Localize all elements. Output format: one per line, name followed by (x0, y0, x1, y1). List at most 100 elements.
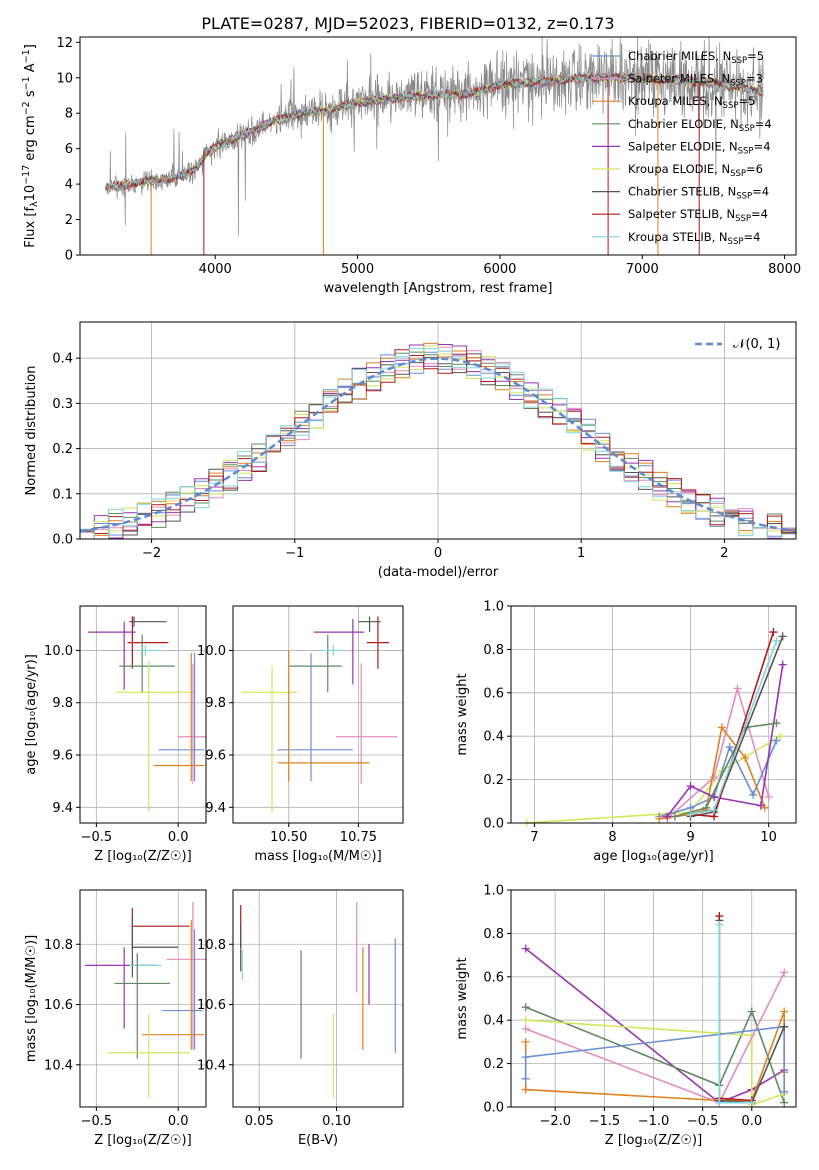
legend-entry: Salpeter ELODIE, NSSP=4 (628, 139, 771, 156)
legend-entry-part: Chabrier ELODIE, N (628, 117, 739, 131)
x-tick-label: 2 (720, 546, 728, 561)
y-axis-label-part: A (23, 63, 38, 76)
mass-weight-point (756, 801, 765, 810)
mass-weight-point (747, 1098, 756, 1107)
x-tick-label: 0.0 (741, 1114, 762, 1129)
y-tick-label: 9.8 (205, 696, 226, 711)
y-tick-label: 1.0 (483, 600, 504, 615)
axes-frame (510, 605, 797, 824)
mass-weight-point (686, 782, 695, 791)
mass-weight-point (670, 812, 679, 821)
y-axis-label: mass weight (455, 673, 470, 755)
mass-weight-point (725, 743, 734, 752)
model-spectrum-line (105, 71, 764, 191)
axes-frame (79, 605, 207, 824)
mass-weight-point (717, 723, 726, 732)
spectrum-panel: 4000 5000 6000 7000 8000 0 2 4 6 8 10 12 wavelength … (21, 14, 801, 296)
axes-frame (232, 889, 404, 1108)
legend-entry-part: =4 (754, 139, 771, 153)
y-tick-label: 10.4 (197, 1058, 226, 1073)
mass-weight-point (780, 968, 789, 977)
legend-entry: 𝒩(0, 1) (733, 337, 780, 352)
y-tick-label: 1.0 (483, 884, 504, 899)
y-tick-label: 10 (56, 71, 73, 86)
mass-weight-line (690, 631, 775, 818)
x-axis-label: (data-model)/error (378, 565, 499, 580)
x-axis-label: Z [log₁₀(Z/Z☉)] (605, 1133, 702, 1148)
legend-entry-part: =6 (746, 162, 763, 176)
mass-weight-point (521, 944, 530, 953)
mass-weight-point (747, 1007, 756, 1016)
x-tick-label: 0 (434, 546, 442, 561)
weight-vs-metallicity-panel: −2.0 −1.5 −1.0 −0.5 0.0 0.0 0.2 0.4 0.6 0.8 1.0 Z [… (455, 884, 797, 1148)
x-tick-label: −0.5 (81, 830, 113, 845)
y-axis-label: mass weight (455, 957, 470, 1039)
legend-entry-part: Salpeter ELODIE, N (628, 139, 738, 153)
mass-weight-line (525, 972, 785, 1104)
y-tick-label: 0.2 (52, 442, 73, 457)
legend-entry-part: SSP (730, 79, 746, 89)
legend-entry: Chabrier MILES, NSSP=5 (628, 49, 764, 66)
legend-entry: Salpeter MILES, NSSP=3 (628, 72, 763, 89)
x-tick-label: −1 (285, 546, 304, 561)
x-tick-label: 8000 (768, 262, 801, 277)
mass-weight-point (686, 810, 695, 819)
mass-weight-line (666, 664, 784, 817)
y-tick-label: 0.1 (52, 487, 73, 502)
mass-weight-line (659, 740, 778, 818)
mass-weight-point (780, 1007, 789, 1016)
mass-weight-point (780, 1087, 789, 1096)
y-axis-label: Normed distribution (24, 366, 39, 496)
legend-entry-part: =4 (752, 185, 769, 199)
mass-weight-point (710, 773, 719, 782)
legend-entry-part: =4 (743, 230, 760, 244)
mass-weight-point (772, 736, 781, 745)
legend-entry: Salpeter STELIB, NSSP=4 (628, 207, 768, 224)
legend-entry-part: =4 (751, 207, 768, 221)
y-axis-label-part: −1 (21, 76, 32, 90)
y-axis-label-part: λ (29, 201, 40, 207)
y-tick-label: 0.0 (483, 817, 504, 832)
y-tick-label: 0.2 (483, 1057, 504, 1072)
mass-weight-point (772, 636, 781, 645)
legend-entry-part: =5 (738, 94, 755, 108)
mass-weight-point (521, 1016, 530, 1025)
legend-entry-part: =3 (746, 72, 763, 86)
y-tick-label: 0.0 (483, 1101, 504, 1116)
x-tick-label: 0.10 (322, 1114, 351, 1129)
x-tick-label: 0.0 (168, 830, 189, 845)
y-tick-label: 0.6 (483, 970, 504, 985)
mass-weight-line (659, 725, 766, 820)
x-tick-label: −0.5 (687, 1114, 719, 1129)
y-axis-label-part: Flux [f (23, 207, 38, 248)
mass-vs-metallicity-panel: −0.5 0.0 10.4 10.6 10.8 Z [log₁₀(Z/Z☉)] mass [… (24, 889, 207, 1148)
y-axis-label-part: erg cm (23, 115, 38, 164)
x-tick-label: 4000 (199, 262, 232, 277)
y-tick-label: 10.8 (197, 938, 226, 953)
x-tick-label: 1 (577, 546, 585, 561)
y-tick-label: 0.4 (52, 352, 73, 367)
y-tick-label: 10.6 (197, 998, 226, 1013)
y-tick-label: 10.8 (44, 938, 73, 953)
residuals-panel: −2 −1 0 1 2 0.0 0.1 0.2 0.3 0.4 (data-model)/error… (24, 321, 797, 580)
model-spectrum-line (105, 72, 764, 190)
x-axis-label: age [log₁₀(age/yr)] (593, 849, 714, 864)
y-tick-label: 12 (56, 36, 73, 51)
x-tick-label: 0.0 (168, 1114, 189, 1129)
y-tick-label: 0.3 (52, 397, 73, 412)
age-vs-metallicity-panel: −0.5 0.0 9.4 9.6 9.8 10.0 Z [log₁₀(Z/Z☉)] age [… (24, 605, 207, 864)
y-axis-label: Flux [fλ10−17 erg cm−2 s−1 A−1] (21, 44, 40, 248)
legend-entry-part: SSP (735, 214, 751, 224)
y-tick-label: 8 (65, 107, 73, 122)
y-axis-label: mass [log₁₀(M/M☉)] (24, 935, 39, 1062)
legend-entry-part: SSP (728, 237, 744, 247)
x-tick-label: 8 (608, 830, 616, 845)
y-tick-label: 9.6 (205, 749, 226, 764)
y-tick-label: 4 (65, 178, 73, 193)
mass-weight-point (764, 792, 773, 801)
y-tick-label: 0.8 (483, 643, 504, 658)
y-tick-label: 9.8 (52, 696, 73, 711)
x-tick-label: −2.0 (539, 1114, 571, 1129)
y-tick-label: 0.4 (483, 730, 504, 745)
mass-weight-line (525, 1006, 785, 1103)
